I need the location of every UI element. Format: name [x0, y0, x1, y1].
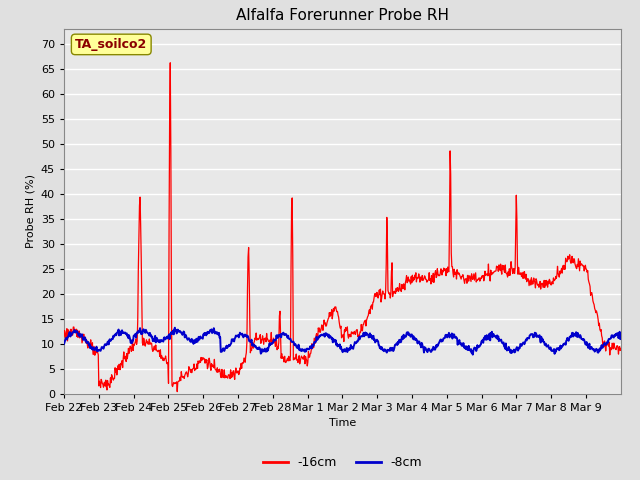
Title: Alfalfa Forerunner Probe RH: Alfalfa Forerunner Probe RH [236, 9, 449, 24]
X-axis label: Time: Time [329, 418, 356, 428]
Y-axis label: Probe RH (%): Probe RH (%) [26, 174, 35, 248]
Text: TA_soilco2: TA_soilco2 [75, 38, 147, 51]
Legend: -16cm, -8cm: -16cm, -8cm [257, 451, 428, 474]
